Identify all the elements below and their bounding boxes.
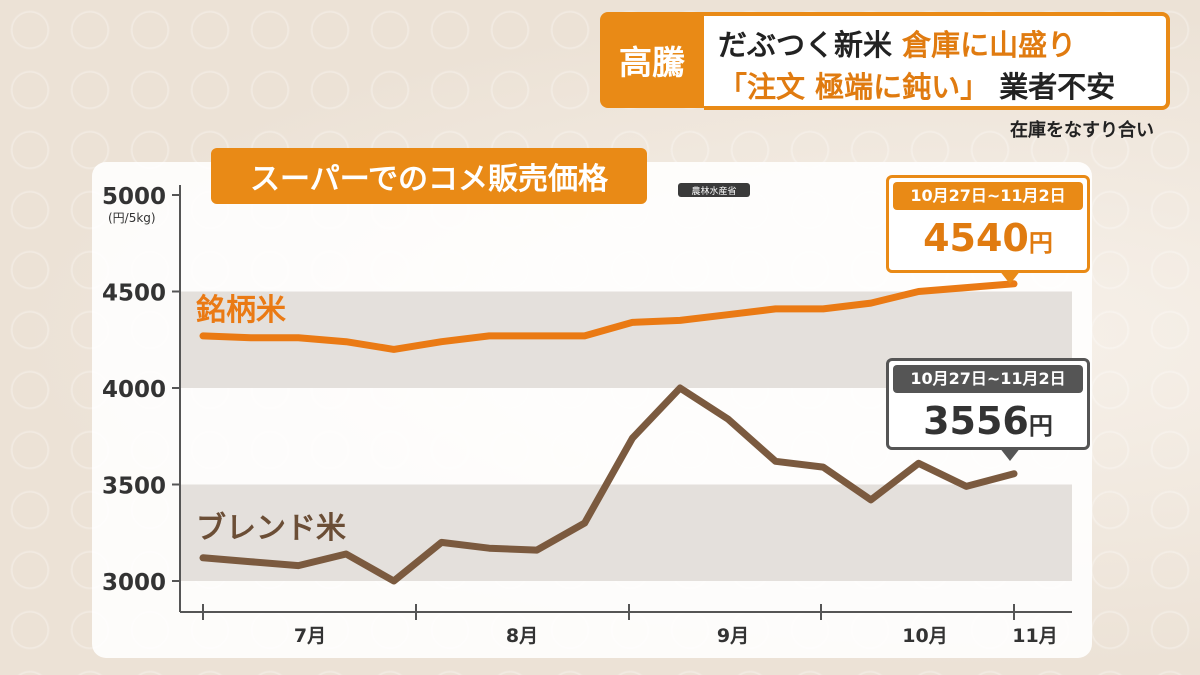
callout-blend-price: 10月27日~11月2日 3556円 xyxy=(886,358,1090,461)
callout-blend-tail xyxy=(999,447,1021,461)
band-3000-3500 xyxy=(180,484,1072,581)
data-point-0-6 xyxy=(486,332,493,339)
data-point-1-1 xyxy=(247,558,254,565)
source-label-bg xyxy=(678,183,750,197)
headline-line-1a: だぶつく新米 xyxy=(718,28,893,62)
headline-tag: 高騰 xyxy=(600,12,704,108)
data-point-1-7 xyxy=(533,547,540,554)
callout-brand-value: 4540 xyxy=(923,216,1029,260)
data-point-0-15 xyxy=(915,288,922,295)
chart-title: スーパーでのコメ販売価格 xyxy=(211,148,647,204)
data-point-0-0 xyxy=(200,332,206,339)
x-tick-label-4: 11月 xyxy=(1012,625,1057,647)
data-point-0-16 xyxy=(963,284,970,291)
headline-line-2b: 業者不安 xyxy=(999,70,1116,104)
callout-blend-value-wrap: 3556円 xyxy=(889,393,1087,454)
data-point-0-5 xyxy=(438,338,445,345)
x-tick-label-3: 10月 xyxy=(902,625,947,647)
callout-brand-value-wrap: 4540円 xyxy=(889,210,1087,271)
data-point-1-15 xyxy=(915,460,922,467)
data-point-0-11 xyxy=(724,311,731,318)
data-point-1-17 xyxy=(1011,470,1017,477)
data-point-0-9 xyxy=(629,319,636,326)
series-label-brand: 銘柄米 xyxy=(196,293,286,328)
y-tick-label-5000: 5000 xyxy=(102,184,166,210)
callout-brand-price: 10月27日~11月2日 4540円 xyxy=(886,175,1090,284)
y-tick-label-4000: 4000 xyxy=(102,377,166,403)
callout-blend-date: 10月27日~11月2日 xyxy=(893,365,1083,393)
data-point-1-4 xyxy=(390,578,397,584)
data-point-0-10 xyxy=(677,317,684,324)
headline-line-1b: 倉庫に山盛り xyxy=(902,28,1077,62)
headline-line-2: 「注文 極端に鈍い」 業者不安 xyxy=(718,64,1115,106)
data-point-1-16 xyxy=(963,483,970,490)
data-point-1-2 xyxy=(295,562,302,569)
headline-box: だぶつく新米 倉庫に山盛り 「注文 極端に鈍い」 業者不安 xyxy=(704,12,1170,110)
data-point-0-7 xyxy=(533,332,540,339)
data-point-1-8 xyxy=(581,520,588,527)
data-point-0-1 xyxy=(247,334,254,341)
subcaption: 在庫をなすり合い xyxy=(1010,120,1154,141)
data-point-1-14 xyxy=(867,496,874,503)
x-tick-label-0: 7月 xyxy=(294,625,326,647)
data-point-1-13 xyxy=(820,464,827,471)
headline-line-1: だぶつく新米 倉庫に山盛り xyxy=(718,22,1076,64)
callout-brand-tail xyxy=(999,270,1021,284)
data-point-1-0 xyxy=(200,554,206,561)
data-point-1-12 xyxy=(772,458,779,465)
y-tick-label-4500: 4500 xyxy=(102,281,166,307)
headline-line-2a: 「注文 極端に鈍い」 xyxy=(718,70,990,104)
x-tick-label-1: 8月 xyxy=(506,625,538,647)
data-point-0-14 xyxy=(867,300,874,307)
callout-blend-value: 3556 xyxy=(923,399,1029,443)
headline-banner: 高騰 だぶつく新米 倉庫に山盛り 「注文 極端に鈍い」 業者不安 xyxy=(600,12,1176,110)
callout-blend-unit: 円 xyxy=(1028,412,1053,440)
data-point-0-13 xyxy=(820,305,827,312)
source-label: 農林水産省 xyxy=(691,185,736,197)
series-line-0 xyxy=(199,280,1018,353)
data-point-1-9 xyxy=(629,435,636,442)
data-point-0-8 xyxy=(581,332,588,339)
x-tick-label-2: 9月 xyxy=(717,625,749,647)
callout-brand-date: 10月27日~11月2日 xyxy=(893,182,1083,210)
data-point-0-3 xyxy=(343,338,350,345)
data-point-1-3 xyxy=(343,550,350,557)
y-tick-label-3000: 3000 xyxy=(102,570,166,596)
y-tick-label-3500: 3500 xyxy=(102,474,166,500)
data-point-1-10 xyxy=(677,385,684,391)
y-axis-unit: (円/5kg) xyxy=(108,211,156,225)
data-point-1-5 xyxy=(438,539,445,546)
data-point-0-4 xyxy=(390,346,397,353)
data-point-1-11 xyxy=(724,415,731,422)
data-point-1-6 xyxy=(486,545,493,552)
series-line-1 xyxy=(199,384,1018,585)
series-label-blend: ブレンド米 xyxy=(196,511,346,546)
data-point-0-2 xyxy=(295,334,302,341)
data-point-0-12 xyxy=(772,305,779,312)
callout-brand-unit: 円 xyxy=(1028,229,1053,257)
